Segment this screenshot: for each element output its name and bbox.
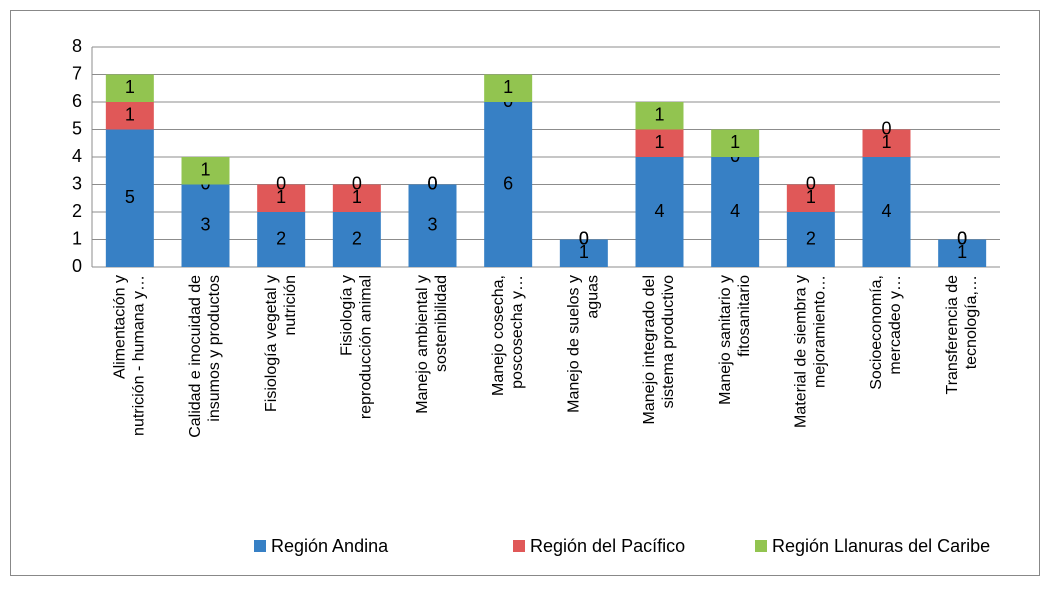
x-tick-label: aguas xyxy=(585,275,602,319)
bar-segment xyxy=(786,212,835,267)
x-tick-label: poscosecha y… xyxy=(509,275,526,389)
x-tick-label: tecnología,… xyxy=(963,275,980,369)
data-label: 3 xyxy=(200,215,210,235)
bar-segment xyxy=(484,74,533,102)
x-tick-label: Fisiología y xyxy=(339,275,356,356)
legend-label: Región Andina xyxy=(271,536,389,556)
x-tick-label: mercadeo y… xyxy=(887,275,904,375)
data-label: 1 xyxy=(881,132,891,152)
bar-segment xyxy=(332,212,381,267)
data-label: 0 xyxy=(427,173,437,193)
legend-swatch xyxy=(755,540,767,552)
x-tick-label: Manejo sanitario y xyxy=(717,275,734,405)
data-label: 1 xyxy=(957,242,967,262)
data-label: 3 xyxy=(427,215,437,235)
legend-swatch xyxy=(254,540,266,552)
y-tick-label: 2 xyxy=(72,201,82,221)
data-label: 4 xyxy=(654,201,664,221)
data-label: 4 xyxy=(881,201,891,221)
data-label: 5 xyxy=(125,187,135,207)
data-label: 0 xyxy=(957,228,967,248)
x-tick-label: Manejo de suelos y xyxy=(566,275,583,413)
data-label: 6 xyxy=(503,173,513,193)
data-label: 1 xyxy=(654,132,664,152)
x-tick-label: Manejo ambiental y xyxy=(414,275,431,414)
data-label: 2 xyxy=(352,228,362,248)
y-tick-label: 6 xyxy=(72,91,82,111)
y-tick-label: 0 xyxy=(72,256,82,276)
data-label: 0 xyxy=(579,228,589,248)
x-tick-label: Calidad e inocuidad de xyxy=(187,275,204,438)
x-tick-label: Alimentación y xyxy=(112,275,129,379)
data-label: 1 xyxy=(730,132,740,152)
bar-segment xyxy=(862,129,911,157)
data-label: 1 xyxy=(654,105,664,125)
data-label: 0 xyxy=(352,173,362,193)
data-label: 0 xyxy=(957,228,967,248)
bar-segment xyxy=(257,212,306,267)
data-label: 1 xyxy=(125,105,135,125)
data-label: 1 xyxy=(352,187,362,207)
legend-swatch xyxy=(513,540,525,552)
legend-label: Región Llanuras del Caribe xyxy=(772,536,990,556)
bar-segment xyxy=(408,184,457,267)
y-tick-label: 7 xyxy=(72,63,82,83)
bar-segment xyxy=(181,184,230,267)
data-label: 1 xyxy=(579,242,589,262)
x-tick-label: mejoramiento… xyxy=(812,275,829,388)
legend-label: Región del Pacífico xyxy=(530,536,685,556)
bar-segment xyxy=(105,102,154,130)
x-tick-label: Fisiología vegetal y xyxy=(263,275,280,412)
x-tick-label: nutrición xyxy=(282,275,299,335)
data-label: 1 xyxy=(503,77,513,97)
y-tick-label: 3 xyxy=(72,173,82,193)
bar-segment xyxy=(257,184,306,212)
y-tick-label: 5 xyxy=(72,118,82,138)
x-tick-label: Material de siembra y xyxy=(793,275,810,428)
bar-segment xyxy=(786,184,835,212)
bar-segment xyxy=(332,184,381,212)
x-tick-label: insumos y productos xyxy=(206,275,223,422)
data-label: 0 xyxy=(427,173,437,193)
bar-segment xyxy=(635,157,684,267)
x-tick-label: sostenibilidad xyxy=(433,275,450,372)
bar-segment xyxy=(711,157,760,267)
x-tick-label: reproducción animal xyxy=(358,275,375,419)
x-tick-label: Socioeconomía, xyxy=(868,275,885,390)
bar-segment xyxy=(181,157,230,185)
bar-segment xyxy=(484,102,533,267)
bar-segment xyxy=(862,157,911,267)
data-label: 0 xyxy=(276,173,286,193)
y-tick-label: 1 xyxy=(72,228,82,248)
bar-segment xyxy=(105,74,154,102)
bar-segment xyxy=(938,239,987,267)
data-label: 4 xyxy=(730,201,740,221)
data-label: 0 xyxy=(579,228,589,248)
bar-segment xyxy=(635,129,684,157)
data-label: 1 xyxy=(200,160,210,180)
bar-segment xyxy=(559,239,608,267)
bar-segment xyxy=(105,129,154,267)
y-tick-label: 8 xyxy=(72,36,82,56)
data-label: 1 xyxy=(806,187,816,207)
data-label: 1 xyxy=(125,77,135,97)
data-label: 0 xyxy=(881,118,891,138)
bar-segment xyxy=(635,102,684,130)
x-tick-label: fitosanitario xyxy=(736,275,753,357)
data-label: 2 xyxy=(276,228,286,248)
x-tick-label: Manejo integrado del xyxy=(641,275,658,424)
x-tick-label: nutrición - humana y… xyxy=(131,275,148,436)
data-label: 2 xyxy=(806,228,816,248)
x-tick-label: Transferencia de xyxy=(944,275,961,395)
data-label: 1 xyxy=(276,187,286,207)
bar-segment xyxy=(711,129,760,157)
data-label: 0 xyxy=(806,173,816,193)
y-tick-label: 4 xyxy=(72,146,82,166)
x-tick-label: Manejo cosecha, xyxy=(490,275,507,396)
x-tick-label: sistema productivo xyxy=(660,275,677,408)
